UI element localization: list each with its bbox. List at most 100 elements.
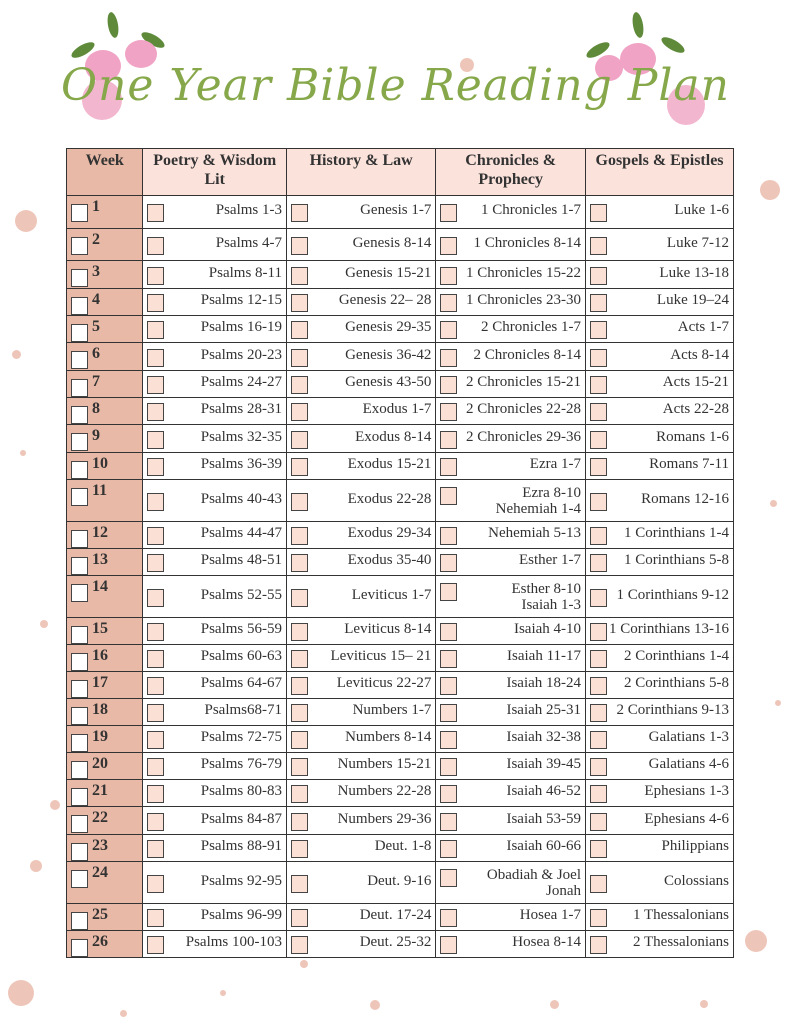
history-checkbox[interactable] [291, 812, 308, 831]
history-checkbox[interactable] [291, 403, 308, 421]
gospels-checkbox[interactable] [590, 677, 608, 695]
history-checkbox[interactable] [291, 294, 308, 312]
history-checkbox[interactable] [291, 623, 308, 641]
gospels-checkbox[interactable] [590, 909, 608, 927]
week-checkbox[interactable] [71, 461, 88, 479]
poetry-checkbox[interactable] [147, 348, 165, 367]
week-checkbox[interactable] [71, 351, 88, 369]
history-checkbox[interactable] [291, 677, 308, 695]
history-checkbox[interactable] [291, 785, 308, 803]
chronicles-checkbox[interactable] [440, 403, 458, 421]
chronicles-checkbox[interactable] [440, 236, 458, 255]
chronicles-checkbox[interactable] [440, 909, 458, 927]
poetry-checkbox[interactable] [147, 554, 165, 572]
chronicles-checkbox[interactable] [440, 486, 458, 505]
week-checkbox[interactable] [71, 584, 88, 602]
poetry-checkbox[interactable] [147, 650, 165, 668]
chronicles-checkbox[interactable] [440, 623, 458, 641]
week-checkbox[interactable] [71, 433, 88, 451]
poetry-checkbox[interactable] [147, 430, 165, 449]
history-checkbox[interactable] [291, 650, 308, 668]
poetry-checkbox[interactable] [147, 812, 165, 831]
gospels-checkbox[interactable] [590, 704, 608, 722]
poetry-checkbox[interactable] [147, 909, 165, 927]
gospels-checkbox[interactable] [590, 527, 608, 545]
poetry-checkbox[interactable] [147, 731, 165, 749]
poetry-checkbox[interactable] [147, 527, 165, 545]
week-checkbox[interactable] [71, 626, 88, 644]
history-checkbox[interactable] [291, 909, 308, 927]
gospels-checkbox[interactable] [590, 294, 608, 312]
history-checkbox[interactable] [291, 588, 308, 607]
poetry-checkbox[interactable] [147, 321, 165, 339]
gospels-checkbox[interactable] [590, 403, 608, 421]
week-checkbox[interactable] [71, 204, 88, 222]
poetry-checkbox[interactable] [147, 874, 165, 893]
gospels-checkbox[interactable] [590, 348, 608, 367]
poetry-checkbox[interactable] [147, 492, 165, 511]
history-checkbox[interactable] [291, 430, 308, 449]
gospels-checkbox[interactable] [590, 731, 608, 749]
chronicles-checkbox[interactable] [440, 582, 458, 601]
chronicles-checkbox[interactable] [440, 840, 458, 858]
gospels-checkbox[interactable] [590, 785, 608, 803]
chronicles-checkbox[interactable] [440, 731, 458, 749]
poetry-checkbox[interactable] [147, 236, 165, 255]
week-checkbox[interactable] [71, 653, 88, 671]
chronicles-checkbox[interactable] [440, 294, 458, 312]
gospels-checkbox[interactable] [590, 650, 608, 668]
poetry-checkbox[interactable] [147, 294, 165, 312]
gospels-checkbox[interactable] [590, 623, 608, 641]
history-checkbox[interactable] [291, 758, 308, 776]
gospels-checkbox[interactable] [590, 204, 608, 222]
chronicles-checkbox[interactable] [440, 812, 458, 831]
history-checkbox[interactable] [291, 840, 308, 858]
history-checkbox[interactable] [291, 936, 308, 954]
chronicles-checkbox[interactable] [440, 650, 458, 668]
poetry-checkbox[interactable] [147, 588, 165, 607]
poetry-checkbox[interactable] [147, 623, 165, 641]
gospels-checkbox[interactable] [590, 430, 608, 449]
poetry-checkbox[interactable] [147, 458, 165, 476]
gospels-checkbox[interactable] [590, 840, 608, 858]
week-checkbox[interactable] [71, 237, 88, 255]
gospels-checkbox[interactable] [590, 376, 608, 394]
week-checkbox[interactable] [71, 379, 88, 397]
history-checkbox[interactable] [291, 874, 308, 893]
chronicles-checkbox[interactable] [440, 348, 458, 367]
history-checkbox[interactable] [291, 266, 308, 285]
poetry-checkbox[interactable] [147, 785, 165, 803]
poetry-checkbox[interactable] [147, 758, 165, 776]
week-checkbox[interactable] [71, 324, 88, 342]
poetry-checkbox[interactable] [147, 704, 165, 722]
history-checkbox[interactable] [291, 554, 308, 572]
chronicles-checkbox[interactable] [440, 785, 458, 803]
chronicles-checkbox[interactable] [440, 758, 458, 776]
week-checkbox[interactable] [71, 815, 88, 833]
chronicles-checkbox[interactable] [440, 936, 458, 954]
history-checkbox[interactable] [291, 321, 308, 339]
history-checkbox[interactable] [291, 704, 308, 722]
chronicles-checkbox[interactable] [440, 376, 458, 394]
gospels-checkbox[interactable] [590, 492, 608, 511]
history-checkbox[interactable] [291, 527, 308, 545]
poetry-checkbox[interactable] [147, 936, 165, 954]
gospels-checkbox[interactable] [590, 236, 608, 255]
poetry-checkbox[interactable] [147, 403, 165, 421]
week-checkbox[interactable] [71, 761, 88, 779]
poetry-checkbox[interactable] [147, 840, 165, 858]
history-checkbox[interactable] [291, 376, 308, 394]
history-checkbox[interactable] [291, 204, 308, 222]
poetry-checkbox[interactable] [147, 677, 165, 695]
chronicles-checkbox[interactable] [440, 266, 458, 285]
gospels-checkbox[interactable] [590, 588, 608, 607]
gospels-checkbox[interactable] [590, 458, 608, 476]
chronicles-checkbox[interactable] [440, 868, 458, 887]
chronicles-checkbox[interactable] [440, 677, 458, 695]
week-checkbox[interactable] [71, 843, 88, 861]
gospels-checkbox[interactable] [590, 936, 608, 954]
chronicles-checkbox[interactable] [440, 204, 458, 222]
chronicles-checkbox[interactable] [440, 430, 458, 449]
week-checkbox[interactable] [71, 530, 88, 548]
chronicles-checkbox[interactable] [440, 458, 458, 476]
